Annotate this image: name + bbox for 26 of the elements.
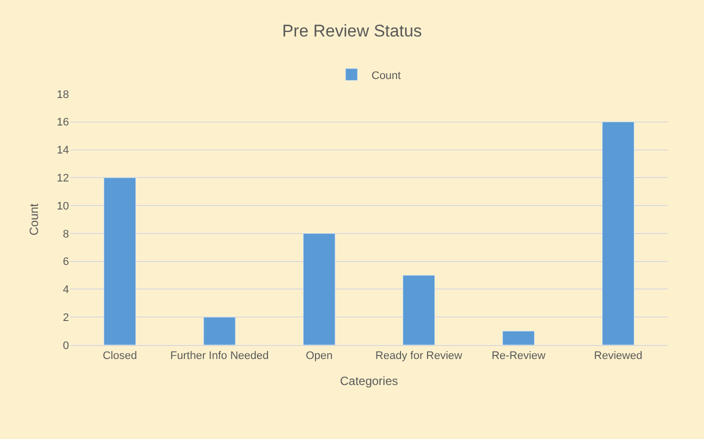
bar [602, 122, 634, 345]
bar [203, 316, 236, 345]
x-tick-label: Open [306, 350, 333, 362]
bar [502, 330, 535, 345]
y-tick-label: 4 [62, 284, 69, 296]
y-tick-label: 10 [56, 200, 69, 212]
x-tick-label: Closed [102, 350, 137, 362]
y-tick-label: 6 [62, 256, 69, 268]
y-tick-label: 8 [62, 228, 69, 240]
bar [104, 177, 136, 345]
y-tick-label: 12 [56, 172, 69, 185]
y-axis-title: Count [27, 202, 42, 236]
x-tick-label: Re-Review [492, 350, 546, 362]
x-tick-label: Reviewed [594, 350, 642, 362]
y-tick-label: 16 [56, 116, 69, 129]
x-axis-title: Categories [340, 374, 398, 388]
y-tick-label: 0 [62, 340, 69, 352]
y-tick-label: 2 [62, 312, 69, 324]
x-tick-label: Further Info Needed [170, 350, 269, 362]
legend-label: Count [372, 70, 401, 82]
bar [302, 233, 336, 345]
y-tick-label: 18 [56, 88, 69, 101]
chart-title: Pre Review Status [282, 22, 422, 41]
bar [402, 275, 436, 345]
y-tick-label: 14 [56, 144, 69, 157]
x-tick-label: Ready for Review [375, 350, 462, 362]
